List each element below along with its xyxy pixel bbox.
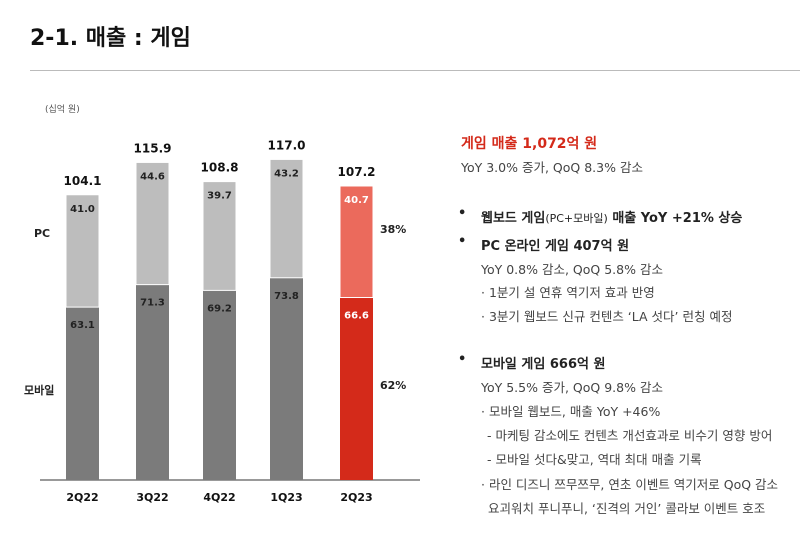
mobile-item: · 라인 디즈니 쯔무쯔무, 연초 이벤트 역기저로 QoQ 감소 — [481, 477, 779, 492]
mobile-item: - 마케팅 감소에도 컨텐츠 개선효과로 비수기 영향 방어 — [487, 428, 773, 443]
data-label-pc: 43.2 — [274, 168, 299, 179]
data-label-pc: 40.7 — [344, 195, 369, 206]
web-board-line: 웹보드 게임(PC+모바일) 매출 YoY +21% 상승 — [481, 211, 743, 226]
data-label-pc: 39.7 — [207, 191, 232, 202]
data-label-mobile: 71.3 — [140, 298, 165, 309]
stacked-bar-chart: (십억 원) 63.1 41.0 104.1 2Q22 71.3 44.6 115.9 3Q22… — [24, 103, 420, 504]
bar-pc — [202, 181, 237, 291]
unit-label: (십억 원) — [45, 103, 80, 115]
mobile-item: 요괴워치 푸니푸니, ‘진격의 거인’ 콜라보 이벤트 호조 — [488, 501, 766, 516]
bar-pc — [339, 185, 374, 299]
data-label-mobile: 73.8 — [274, 291, 299, 302]
share-label-mobile: 62% — [380, 379, 406, 392]
mobile-item: - 모바일 섯다&맞고, 역대 최대 매출 기록 — [487, 452, 702, 467]
total-label: 108.8 — [201, 161, 239, 175]
legend-mobile: 모바일 — [24, 383, 54, 397]
page-title: 2-1. 매출 : 게임 — [30, 26, 191, 51]
bar-mobile — [66, 307, 99, 480]
bar-mobile — [136, 284, 169, 480]
pc-item: · 3분기 웹보드 신규 컨텐츠 ‘LA 섯다’ 런칭 예정 — [481, 309, 733, 324]
divider — [30, 70, 800, 71]
bullet: • — [458, 206, 467, 221]
bar-mobile — [203, 290, 236, 480]
data-label-mobile: 66.6 — [344, 311, 369, 322]
total-label: 104.1 — [64, 174, 102, 188]
pc-sub: YoY 0.8% 감소, QoQ 5.8% 감소 — [481, 262, 663, 277]
x-tick-label: 4Q22 — [203, 491, 235, 504]
data-label-pc: 44.6 — [140, 171, 165, 182]
x-tick-label: 2Q22 — [66, 491, 98, 504]
legend-pc: PC — [34, 227, 50, 240]
share-label-pc: 38% — [380, 223, 406, 236]
bar-mobile — [340, 297, 373, 480]
bar-mobile — [270, 277, 303, 480]
data-label-mobile: 69.2 — [207, 303, 232, 314]
pc-item: · 1분기 설 연휴 역기저 효과 반영 — [481, 285, 655, 300]
bar-pc — [135, 161, 170, 286]
data-label-mobile: 63.1 — [70, 320, 95, 331]
mobile-item: · 모바일 웹보드, 매출 YoY +46% — [481, 404, 661, 419]
total-label: 107.2 — [338, 165, 376, 179]
x-tick-label: 3Q22 — [136, 491, 168, 504]
bullet: • — [458, 234, 467, 249]
bar-pc — [65, 194, 100, 308]
x-tick-label: 1Q23 — [270, 491, 302, 504]
pc-heading: PC 온라인 게임 407억 원 — [481, 239, 630, 254]
summary-headline-sub: YoY 3.0% 증가, QoQ 8.3% 감소 — [461, 160, 643, 175]
bar-pc — [269, 158, 304, 279]
mobile-heading: 모바일 게임 666억 원 — [481, 357, 606, 372]
bullet: • — [458, 352, 467, 367]
mobile-sub: YoY 5.5% 증가, QoQ 9.8% 감소 — [481, 380, 663, 395]
x-tick-label: 2Q23 — [340, 491, 372, 504]
total-label: 115.9 — [134, 141, 172, 155]
summary-headline: 게임 매출 1,072억 원 — [461, 136, 598, 152]
data-label-pc: 41.0 — [70, 204, 95, 215]
total-label: 117.0 — [268, 138, 306, 152]
